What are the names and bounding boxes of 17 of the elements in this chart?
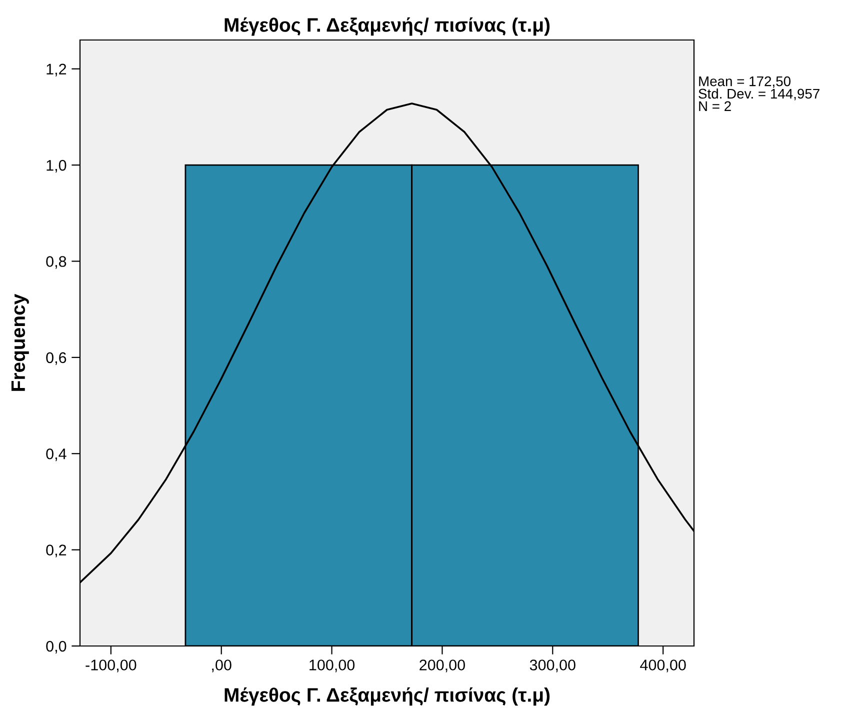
y-tick-label: 1,2 (46, 64, 66, 76)
x-tick-label: 200,00 (420, 660, 465, 672)
y-tick-label: 0,0 (46, 640, 66, 654)
y-axis-title: Frequency (11, 294, 29, 391)
y-tick-label: 0,2 (46, 544, 66, 558)
y-tick-label: 0,8 (46, 256, 66, 269)
y-tick-label: 1,0 (46, 160, 66, 173)
x-tick-label: ,00 (212, 660, 232, 672)
x-axis-title: Μέγεθος Γ. Δεξαμενής/ πισίνας (τ.μ) (224, 687, 550, 706)
x-tick-label: 300,00 (530, 660, 576, 672)
y-tick-label: 0,4 (46, 448, 66, 462)
x-tick-label: 100,00 (310, 660, 355, 672)
x-tick-label: 400,00 (640, 660, 686, 672)
y-tick-label: 0,6 (46, 352, 66, 365)
chart-title: Μέγεθος Γ. Δεξαμενής/ πισίνας (τ.μ) (224, 17, 550, 36)
x-tick-label: -100,00 (86, 660, 136, 672)
text: Mean = 172,50 Std. Dev. = 144,957 N = 2 (698, 76, 820, 111)
